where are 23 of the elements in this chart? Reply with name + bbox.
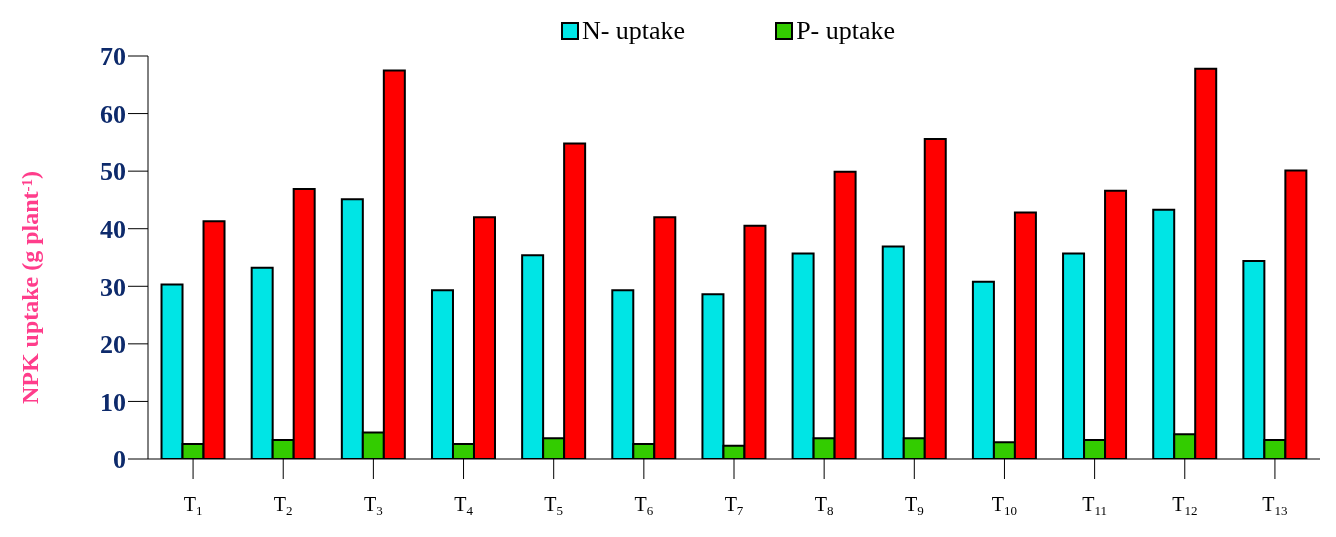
- y-tick-label: 60: [100, 99, 126, 129]
- x-tick-label: T$_{8}$: [814, 493, 834, 518]
- x-tick-label: T$_{7}$: [724, 493, 744, 518]
- x-tick-label: T$_{11}$: [1082, 493, 1107, 518]
- legend-label: P- uptake: [796, 16, 896, 46]
- x-tick-label: T$_{10}$: [991, 493, 1018, 518]
- y-tick-label: 40: [100, 214, 126, 244]
- y-tick-label: 10: [100, 387, 126, 417]
- x-tick-label: T$_{5}$: [544, 493, 564, 518]
- x-tick-label: T$_{12}$: [1172, 493, 1198, 518]
- y-tick-label: 70: [100, 42, 126, 72]
- y-tick-label: 30: [100, 272, 126, 302]
- y-tick-label: 0: [113, 445, 126, 475]
- x-tick-label: T$_{1}$: [183, 493, 203, 518]
- x-tick-label: T$_{6}$: [634, 493, 654, 518]
- legend-label: N- uptake: [581, 16, 686, 46]
- x-tick-label: T$_{3}$: [364, 493, 383, 518]
- x-tick-label: T$_{13}$: [1262, 493, 1288, 518]
- y-tick-label: 50: [100, 157, 126, 187]
- x-tick-label: T$_{4}$: [454, 493, 474, 518]
- y-tick-label: 20: [100, 330, 126, 360]
- x-tick-label: T$_{2}$: [273, 493, 293, 518]
- x-tick-label: T$_{9}$: [904, 493, 924, 518]
